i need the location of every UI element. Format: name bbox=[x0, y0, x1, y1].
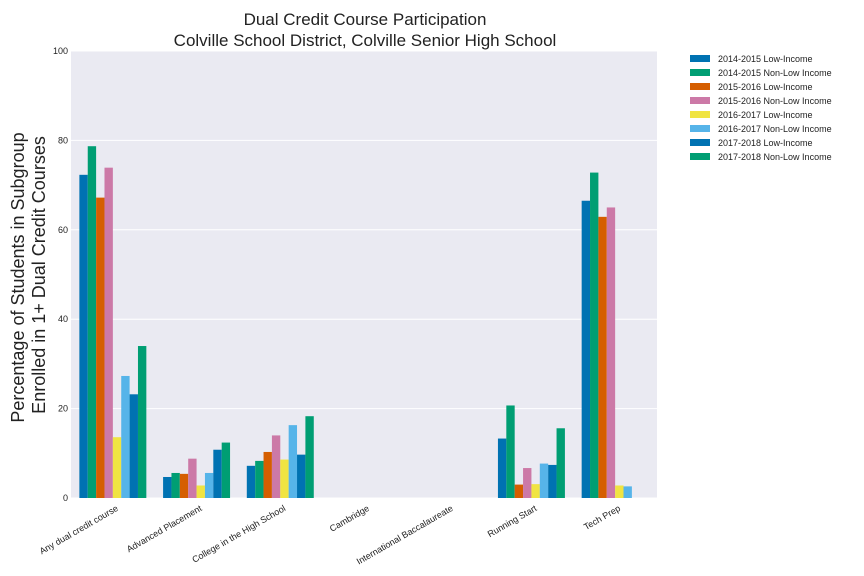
legend-label: 2017-2018 Non-Low Income bbox=[718, 152, 832, 162]
x-axis-ticks: Any dual credit course Advanced Placement… bbox=[38, 503, 622, 567]
x-tick-label: Tech Prep bbox=[582, 503, 622, 532]
bar bbox=[615, 485, 624, 498]
x-tick-label: Running Start bbox=[486, 503, 539, 539]
bar bbox=[581, 200, 591, 498]
legend-swatch bbox=[690, 69, 710, 76]
chart-subtitle: Colville School District, Colville Senio… bbox=[174, 31, 557, 50]
x-tick-label: Cambridge bbox=[328, 503, 371, 534]
legend-label: 2014-2015 Non-Low Income bbox=[718, 68, 832, 78]
bar bbox=[196, 485, 205, 498]
y-tick-label: 0 bbox=[63, 493, 68, 503]
bar bbox=[280, 459, 289, 498]
legend-swatch bbox=[690, 111, 710, 118]
y-tick-label: 40 bbox=[58, 314, 68, 324]
y-tick-label: 100 bbox=[53, 46, 68, 56]
legend-swatch bbox=[690, 125, 710, 132]
bar bbox=[539, 463, 549, 498]
y-axis-label-line-2: Enrolled in 1+ Dual Credit Courses bbox=[29, 136, 49, 414]
bar bbox=[598, 216, 607, 498]
legend-swatch bbox=[690, 153, 710, 160]
bar bbox=[171, 472, 180, 498]
legend-label: 2015-2016 Non-Low Income bbox=[718, 96, 832, 106]
bar bbox=[606, 207, 616, 498]
legend-label: 2017-2018 Low-Income bbox=[718, 138, 813, 148]
legend-label: 2016-2017 Non-Low Income bbox=[718, 124, 832, 134]
bar bbox=[213, 449, 222, 498]
bar bbox=[514, 484, 524, 498]
bar bbox=[112, 437, 122, 498]
bar bbox=[96, 197, 105, 498]
bar bbox=[129, 394, 138, 498]
bar bbox=[121, 375, 130, 498]
y-tick-label: 20 bbox=[58, 404, 68, 414]
bar bbox=[590, 172, 599, 499]
bar bbox=[263, 451, 272, 498]
bar bbox=[548, 464, 557, 498]
legend: 2014-2015 Low-Income 2014-2015 Non-Low In… bbox=[690, 54, 832, 162]
bar bbox=[204, 472, 214, 498]
legend-swatch bbox=[690, 139, 710, 146]
bar bbox=[137, 346, 147, 498]
bar bbox=[163, 476, 172, 498]
bar bbox=[288, 425, 298, 498]
legend-label: 2016-2017 Low-Income bbox=[718, 110, 813, 120]
plot-area bbox=[71, 51, 657, 498]
bar bbox=[255, 460, 264, 498]
y-tick-label: 80 bbox=[58, 135, 68, 145]
y-tick-label: 60 bbox=[58, 225, 68, 235]
bar bbox=[179, 473, 189, 498]
bars bbox=[79, 146, 632, 499]
chart-title: Dual Credit Course Participation bbox=[244, 10, 487, 29]
bar bbox=[104, 167, 113, 499]
bar bbox=[305, 416, 314, 498]
y-axis-label: Percentage of Students in Subgroup Enrol… bbox=[8, 127, 49, 422]
legend-label: 2014-2015 Low-Income bbox=[718, 54, 813, 64]
bar bbox=[623, 486, 632, 498]
bar bbox=[531, 484, 540, 498]
bar bbox=[271, 435, 281, 498]
bar bbox=[188, 458, 197, 498]
bar bbox=[506, 405, 515, 498]
y-axis-label-line-1: Percentage of Students in Subgroup bbox=[8, 132, 28, 422]
bar bbox=[221, 442, 231, 498]
legend-swatch bbox=[690, 83, 710, 90]
legend-swatch bbox=[690, 55, 710, 62]
x-tick-label: Advanced Placement bbox=[125, 503, 204, 554]
legend-swatch bbox=[690, 97, 710, 104]
legend-label: 2015-2016 Low-Income bbox=[718, 82, 813, 92]
bar bbox=[87, 146, 97, 498]
bar bbox=[497, 438, 507, 498]
bar bbox=[246, 465, 256, 498]
x-tick-label: Any dual credit course bbox=[38, 503, 120, 556]
bar bbox=[556, 428, 565, 498]
x-tick-label: College in the High School bbox=[190, 503, 287, 565]
bar bbox=[523, 468, 532, 498]
y-axis-ticks: 0 20 40 60 80 100 bbox=[53, 46, 68, 503]
bar bbox=[297, 454, 306, 498]
bar bbox=[79, 174, 88, 498]
x-tick-label: International Baccalaureate bbox=[355, 503, 455, 566]
